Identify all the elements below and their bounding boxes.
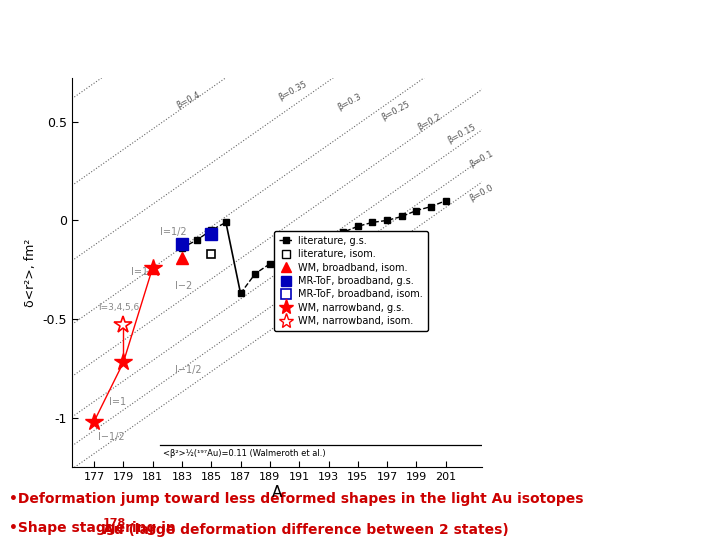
Text: IS534:  Charge Radii of  Au isotopes: IS534: Charge Radii of Au isotopes: [120, 19, 600, 43]
Text: I=1: I=1: [109, 397, 126, 407]
Text: β=0.25: β=0.25: [379, 99, 411, 122]
X-axis label: A: A: [272, 485, 282, 500]
Text: I−2: I−2: [174, 280, 192, 291]
Text: β=0.35: β=0.35: [277, 79, 309, 102]
Text: I−1/2: I−1/2: [99, 433, 125, 442]
Text: β=0.1: β=0.1: [468, 149, 495, 169]
Text: •Shape staggering in: •Shape staggering in: [9, 521, 181, 535]
Text: 178: 178: [103, 518, 126, 528]
Text: I−1/2: I−1/2: [174, 366, 201, 375]
Text: β=0.15: β=0.15: [446, 123, 477, 145]
Text: β=0.0: β=0.0: [468, 183, 495, 202]
Text: β=0.3: β=0.3: [336, 92, 363, 112]
Legend: literature, g.s., literature, isom., WM, broadband, isom., MR-ToF, broadband, g.: literature, g.s., literature, isom., WM,…: [274, 231, 428, 331]
Text: β=0.2: β=0.2: [416, 112, 444, 132]
Text: Au (large deformation difference between 2 states): Au (large deformation difference between…: [103, 523, 509, 537]
Text: β=0.4: β=0.4: [174, 90, 202, 110]
Text: I=1: I=1: [130, 267, 148, 276]
Y-axis label: δ<r²>, fm²: δ<r²>, fm²: [24, 239, 37, 307]
Text: I=3,4,5,6: I=3,4,5,6: [99, 303, 140, 312]
Text: •Deformation jump toward less deformed shapes in the light Au isotopes: •Deformation jump toward less deformed s…: [9, 492, 584, 506]
Text: <β²>½(¹⁹⁷Au)=0.11 (Walmeroth et al.): <β²>½(¹⁹⁷Au)=0.11 (Walmeroth et al.): [163, 449, 325, 458]
Text: I=1/2: I=1/2: [160, 227, 186, 237]
